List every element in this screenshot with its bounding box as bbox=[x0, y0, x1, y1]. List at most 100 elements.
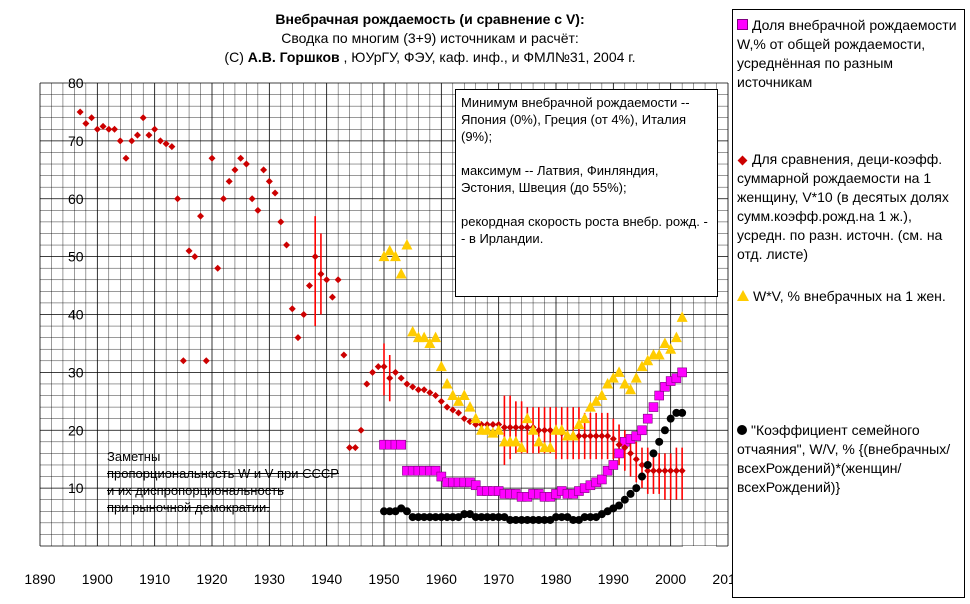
v-point bbox=[443, 403, 451, 411]
x-tick-label: 1890 bbox=[24, 571, 55, 587]
v-point bbox=[661, 467, 669, 475]
wv-point bbox=[378, 250, 390, 262]
wv-point bbox=[521, 412, 533, 424]
v-point bbox=[512, 423, 520, 431]
legend-item-wdivv: "Коэффициент семейного отчаяния", W/V, %… bbox=[737, 421, 959, 497]
wdivv-point bbox=[506, 515, 515, 524]
wdivv-point bbox=[471, 513, 480, 522]
wv-point bbox=[625, 383, 637, 395]
chart-note: Заметны пропорциональность W и V при ССС… bbox=[107, 448, 407, 516]
legend-item-wv: W*V, % внебрачных на 1 жен. bbox=[737, 287, 959, 306]
chart-subtitle: Сводка по многим (3+9) источникам и расч… bbox=[281, 30, 579, 46]
w-point bbox=[430, 465, 441, 476]
wdivv-point bbox=[483, 513, 492, 522]
wv-point bbox=[464, 401, 476, 412]
wdivv-point bbox=[488, 513, 497, 522]
info-maximum: максимум -- Латвия, Финляндия, Эстония, … bbox=[461, 163, 659, 195]
v-point bbox=[363, 380, 371, 388]
v-point bbox=[420, 386, 428, 394]
v-point bbox=[627, 449, 635, 457]
v-point bbox=[116, 137, 124, 145]
v-point bbox=[357, 426, 365, 434]
v-point bbox=[277, 218, 285, 226]
v-point bbox=[105, 125, 113, 133]
w-point bbox=[602, 465, 613, 476]
x-tick-label: 1920 bbox=[196, 571, 227, 587]
info-minimum: Минимум внебрачной рождаемости -- Япония… bbox=[461, 95, 690, 144]
wv-point bbox=[493, 424, 505, 435]
wdivv-point bbox=[586, 513, 595, 522]
v-point bbox=[122, 154, 130, 162]
w-point bbox=[614, 448, 624, 459]
y-tick-labels: 10 20 30 40 50 60 70 80 bbox=[68, 75, 84, 496]
v-point bbox=[283, 241, 291, 249]
wdivv-point bbox=[437, 513, 446, 522]
wdivv-point bbox=[523, 515, 532, 524]
wv-point bbox=[389, 250, 401, 262]
wdivv-point bbox=[660, 426, 669, 435]
v-point bbox=[139, 114, 147, 122]
wdivv-point bbox=[477, 513, 486, 522]
v-point bbox=[225, 177, 233, 185]
wv-point bbox=[659, 337, 671, 348]
wdivv-point bbox=[448, 513, 457, 522]
legend-label-wv: W*V, % внебрачных на 1 жен. bbox=[753, 288, 946, 304]
legend-label-wdivv: "Коэффициент семейного отчаяния", W/V, %… bbox=[737, 422, 951, 495]
wv-point bbox=[556, 424, 568, 435]
v-point bbox=[374, 363, 382, 371]
author-prefix: (С) bbox=[224, 49, 248, 65]
w-point bbox=[642, 413, 653, 424]
wdivv-point bbox=[678, 408, 687, 417]
v-point bbox=[351, 444, 359, 452]
x-tick-label: 1940 bbox=[311, 571, 342, 587]
wdivv-point bbox=[643, 460, 652, 469]
v-point bbox=[242, 160, 250, 168]
v-point bbox=[328, 293, 336, 301]
chart-author-line: (С) А.В. Горшков , ЮУрГУ, ФЭУ, каф. инф.… bbox=[150, 48, 710, 67]
w-point bbox=[671, 373, 682, 383]
wv-point bbox=[573, 418, 585, 429]
v-point bbox=[403, 380, 411, 388]
wv-point bbox=[636, 360, 648, 372]
wv-point bbox=[487, 427, 499, 438]
w-point bbox=[597, 474, 607, 485]
wv-point bbox=[481, 424, 493, 435]
wdivv-point bbox=[620, 495, 629, 504]
wdivv-point bbox=[408, 513, 417, 522]
wdivv-point bbox=[402, 507, 411, 516]
v-point bbox=[288, 305, 296, 313]
wv-point bbox=[533, 435, 545, 447]
v-point bbox=[93, 125, 101, 133]
v-point bbox=[460, 415, 468, 423]
wdivv-point bbox=[443, 513, 452, 522]
v-point bbox=[615, 441, 623, 449]
v-point bbox=[334, 276, 342, 284]
w-point bbox=[660, 382, 670, 392]
v-point bbox=[523, 423, 531, 431]
v-point bbox=[202, 357, 210, 365]
v-point bbox=[632, 455, 640, 463]
x-tick-label: 1900 bbox=[82, 571, 113, 587]
note-line-3: и их диспропорциональность bbox=[107, 483, 284, 498]
v-point bbox=[466, 418, 474, 426]
v-point bbox=[254, 206, 262, 214]
wv-point bbox=[590, 395, 602, 406]
x-tick-label: 1910 bbox=[139, 571, 170, 587]
v-point bbox=[145, 131, 153, 139]
wv-point bbox=[613, 366, 625, 377]
wv-point bbox=[653, 349, 665, 360]
v-point bbox=[219, 195, 227, 203]
wv-point bbox=[670, 331, 682, 343]
v-point bbox=[414, 386, 422, 394]
v-point bbox=[386, 374, 394, 382]
y-tick-label: 30 bbox=[68, 364, 84, 380]
v-point bbox=[391, 368, 399, 376]
w-point bbox=[654, 390, 665, 401]
wv-point bbox=[607, 372, 619, 383]
v-point bbox=[489, 420, 497, 428]
wdivv-point bbox=[638, 472, 646, 481]
wdivv-point bbox=[557, 513, 566, 522]
v-point bbox=[156, 137, 164, 145]
wv-point bbox=[384, 244, 396, 256]
v-point bbox=[265, 177, 273, 185]
